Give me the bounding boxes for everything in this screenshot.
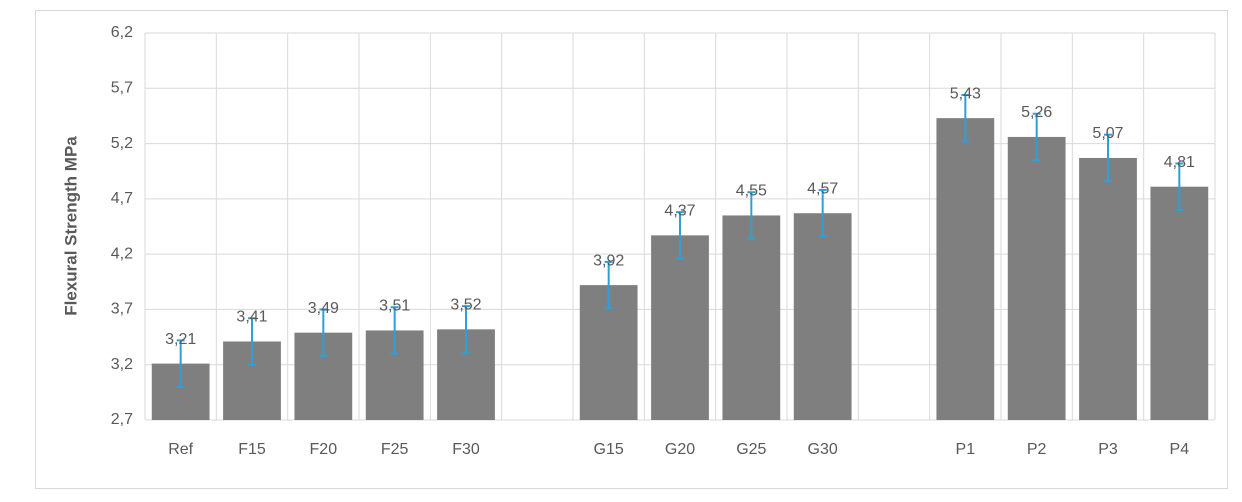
error-bar [1175,162,1184,211]
error-bar [176,339,185,388]
x-tick-label: G30 [808,441,838,458]
data-label: 4,57 [807,180,838,197]
data-label: 5,43 [950,85,981,102]
bar [651,235,709,420]
bar [936,118,995,420]
y-tick-label: 3,2 [111,356,133,373]
x-tick-label: Ref [168,441,193,458]
y-axis-title: Flexural Strength MPa [61,136,80,316]
data-label: 3,21 [165,331,196,348]
bar [1007,136,1066,421]
error-bar [747,191,756,240]
y-tick-label: 4,7 [111,190,133,207]
y-tick-label: 6,2 [111,24,133,41]
data-label: 5,07 [1092,125,1123,142]
x-tick-label: G15 [594,441,624,458]
x-tick-label: P1 [956,441,976,458]
y-tick-label: 3,7 [111,301,133,318]
error-bar [462,305,470,354]
x-tick-label: P3 [1098,441,1118,458]
bar [793,213,852,420]
y-tick-label: 2,7 [111,411,133,428]
data-label: 4,81 [1164,154,1195,171]
error-bar [248,317,256,366]
data-label: 3,49 [308,300,339,317]
error-bar [818,189,827,238]
error-bar [676,211,684,260]
y-tick-label: 5,2 [111,135,133,152]
data-label: 3,51 [379,298,410,315]
bar [722,215,781,420]
x-tick-label: F25 [381,441,409,458]
error-bar [319,308,328,357]
data-label: 3,52 [450,297,481,314]
error-bar [390,306,399,355]
data-label: 3,92 [593,252,624,269]
x-tick-label: P2 [1027,441,1047,458]
error-bar [961,93,970,143]
x-tick-label: G25 [736,441,766,458]
bar [1079,157,1137,420]
data-label: 3,41 [236,309,267,326]
x-tick-label: F20 [310,441,338,458]
data-label: 4,55 [736,183,767,200]
x-tick-label: G20 [665,441,695,458]
y-tick-label: 4,2 [111,245,133,262]
data-label: 4,37 [664,203,695,220]
error-bar [1032,112,1041,162]
data-label: 5,26 [1021,104,1052,121]
error-bar [604,260,613,310]
y-tick-label: 5,7 [111,80,133,97]
error-bar [1104,133,1112,183]
x-tick-label: F15 [238,441,266,458]
bar [1150,186,1209,420]
x-tick-label: P4 [1170,441,1190,458]
x-tick-label: F30 [452,441,480,458]
